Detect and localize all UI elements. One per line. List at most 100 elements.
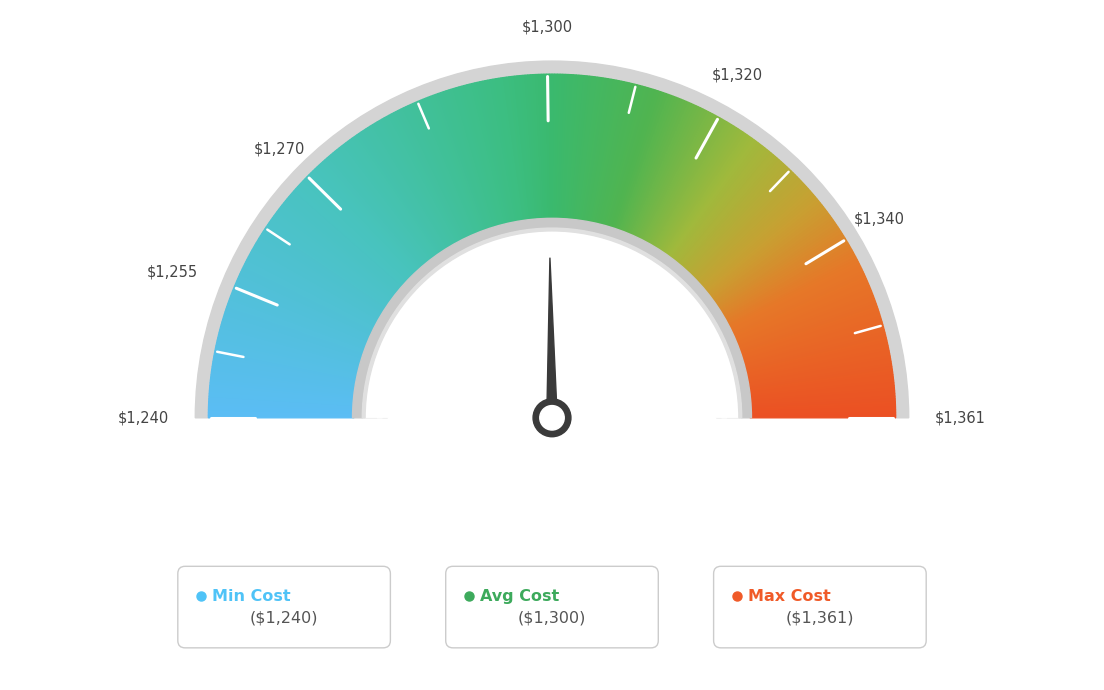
Wedge shape (688, 167, 789, 275)
Wedge shape (378, 243, 726, 418)
Wedge shape (743, 330, 884, 368)
Wedge shape (671, 143, 761, 260)
Text: $1,255: $1,255 (147, 265, 198, 280)
Wedge shape (611, 90, 656, 229)
Wedge shape (658, 128, 739, 251)
FancyBboxPatch shape (713, 566, 926, 648)
Wedge shape (391, 113, 460, 243)
Wedge shape (266, 225, 389, 308)
Wedge shape (361, 130, 444, 253)
Wedge shape (232, 291, 368, 346)
Wedge shape (213, 362, 357, 387)
Wedge shape (456, 87, 498, 228)
Wedge shape (220, 327, 361, 367)
Wedge shape (749, 375, 893, 395)
Wedge shape (507, 77, 528, 221)
Wedge shape (735, 289, 871, 345)
Wedge shape (411, 104, 471, 237)
Wedge shape (284, 201, 399, 294)
Wedge shape (221, 322, 362, 364)
Wedge shape (560, 75, 569, 220)
Wedge shape (708, 205, 824, 297)
Wedge shape (433, 95, 485, 232)
Wedge shape (561, 75, 571, 220)
Wedge shape (396, 110, 464, 242)
Wedge shape (736, 294, 873, 348)
Wedge shape (750, 399, 895, 408)
Wedge shape (657, 126, 736, 250)
Wedge shape (212, 366, 357, 390)
Wedge shape (662, 132, 745, 254)
Wedge shape (335, 150, 428, 264)
Wedge shape (741, 317, 881, 361)
Wedge shape (550, 75, 552, 220)
Wedge shape (448, 90, 493, 229)
Wedge shape (722, 243, 849, 318)
Wedge shape (750, 410, 895, 415)
Wedge shape (690, 171, 793, 277)
Wedge shape (517, 76, 533, 221)
Wedge shape (675, 148, 767, 264)
Wedge shape (677, 151, 771, 265)
Wedge shape (216, 343, 359, 376)
Text: $1,340: $1,340 (853, 212, 905, 227)
Wedge shape (602, 85, 640, 226)
Text: $1,270: $1,270 (254, 141, 305, 157)
Wedge shape (215, 348, 358, 380)
Wedge shape (341, 145, 432, 262)
Wedge shape (305, 177, 411, 280)
Wedge shape (697, 183, 805, 284)
Wedge shape (276, 212, 394, 300)
Wedge shape (638, 108, 703, 240)
Wedge shape (234, 284, 370, 342)
Wedge shape (634, 105, 696, 238)
Wedge shape (724, 248, 852, 321)
Wedge shape (709, 207, 825, 297)
Wedge shape (705, 201, 820, 294)
Wedge shape (262, 231, 385, 312)
Wedge shape (243, 264, 375, 331)
Wedge shape (580, 77, 603, 222)
Wedge shape (317, 166, 417, 273)
Wedge shape (501, 77, 524, 222)
Wedge shape (423, 98, 479, 235)
Wedge shape (718, 229, 840, 310)
Wedge shape (740, 309, 879, 357)
Wedge shape (431, 95, 484, 233)
Circle shape (533, 399, 571, 437)
Wedge shape (223, 317, 363, 361)
Wedge shape (729, 264, 861, 331)
Text: Min Cost: Min Cost (212, 589, 290, 604)
Wedge shape (273, 216, 392, 303)
Wedge shape (711, 214, 830, 302)
Wedge shape (575, 77, 595, 221)
Wedge shape (633, 104, 693, 237)
Wedge shape (530, 75, 541, 220)
Wedge shape (234, 286, 369, 344)
Wedge shape (567, 75, 582, 221)
Wedge shape (339, 146, 431, 262)
Wedge shape (750, 413, 895, 416)
Wedge shape (346, 141, 434, 259)
Wedge shape (626, 99, 683, 235)
Wedge shape (733, 279, 868, 339)
Wedge shape (241, 269, 373, 333)
Wedge shape (719, 234, 843, 313)
Text: $1,300: $1,300 (521, 20, 573, 35)
Text: Avg Cost: Avg Cost (480, 589, 560, 604)
Wedge shape (230, 296, 367, 349)
Wedge shape (461, 86, 501, 227)
Wedge shape (749, 372, 893, 393)
Wedge shape (319, 164, 418, 273)
Wedge shape (692, 175, 797, 279)
Wedge shape (327, 157, 424, 268)
Wedge shape (496, 79, 521, 222)
Wedge shape (572, 76, 590, 221)
Wedge shape (485, 80, 514, 224)
Wedge shape (214, 351, 358, 381)
Wedge shape (732, 274, 866, 336)
Text: $1,240: $1,240 (118, 411, 169, 425)
Wedge shape (639, 109, 705, 241)
Wedge shape (526, 75, 538, 220)
Wedge shape (428, 97, 482, 233)
